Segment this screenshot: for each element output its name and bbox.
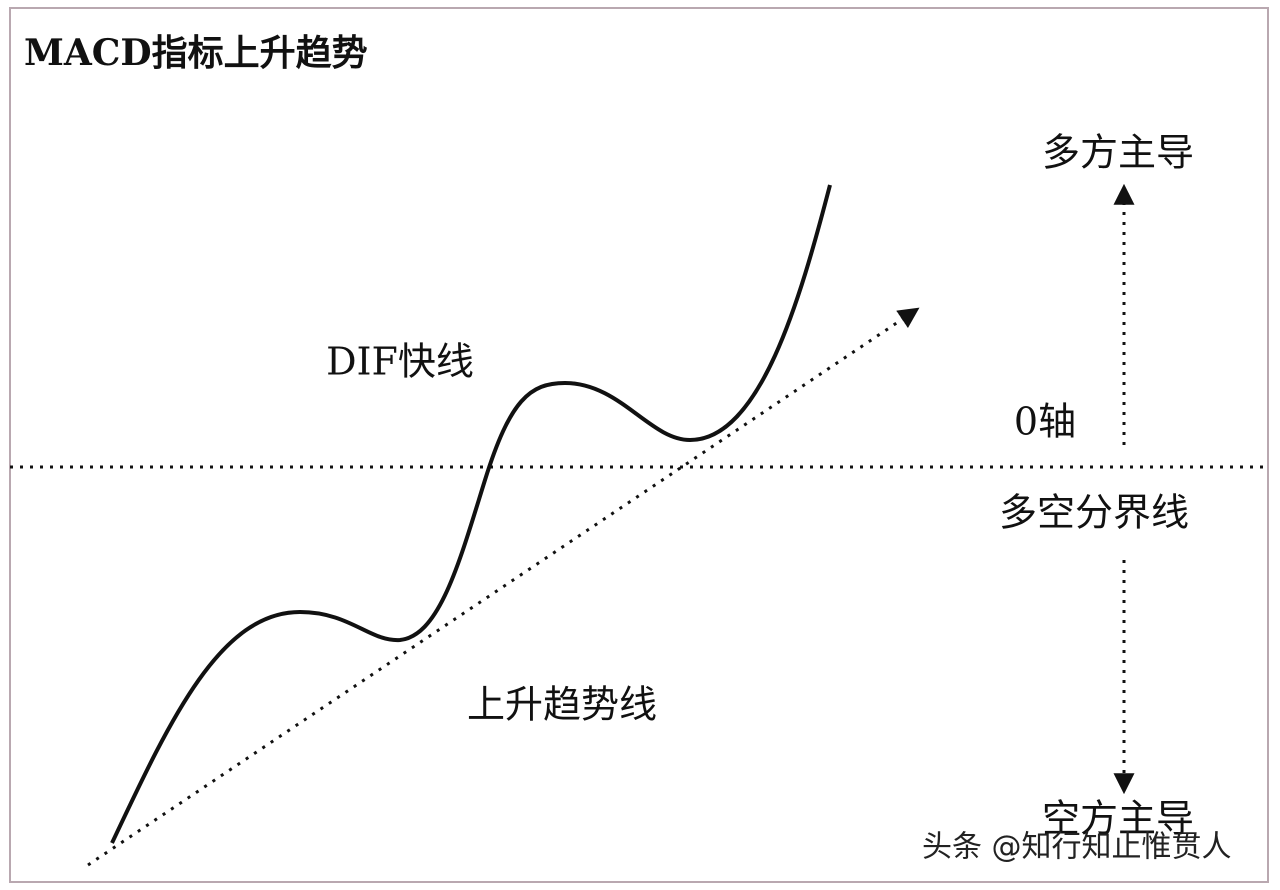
title: MACD指标上升趋势 <box>24 32 368 74</box>
bear-label: 空方主导 <box>1042 797 1194 841</box>
dif-label: DIF快线 <box>326 340 474 384</box>
trend-line-label: 上升趋势线 <box>467 683 657 727</box>
dif-curve <box>110 184 832 844</box>
divider-label: 多空分界线 <box>999 491 1189 535</box>
zero-axis-label: 0轴 <box>1014 400 1076 444</box>
trend-line <box>87 307 920 867</box>
frame <box>9 7 1269 883</box>
watermark: 头条 @知行知止惟贯人 <box>922 830 1232 865</box>
bull-label: 多方主导 <box>1042 131 1194 175</box>
